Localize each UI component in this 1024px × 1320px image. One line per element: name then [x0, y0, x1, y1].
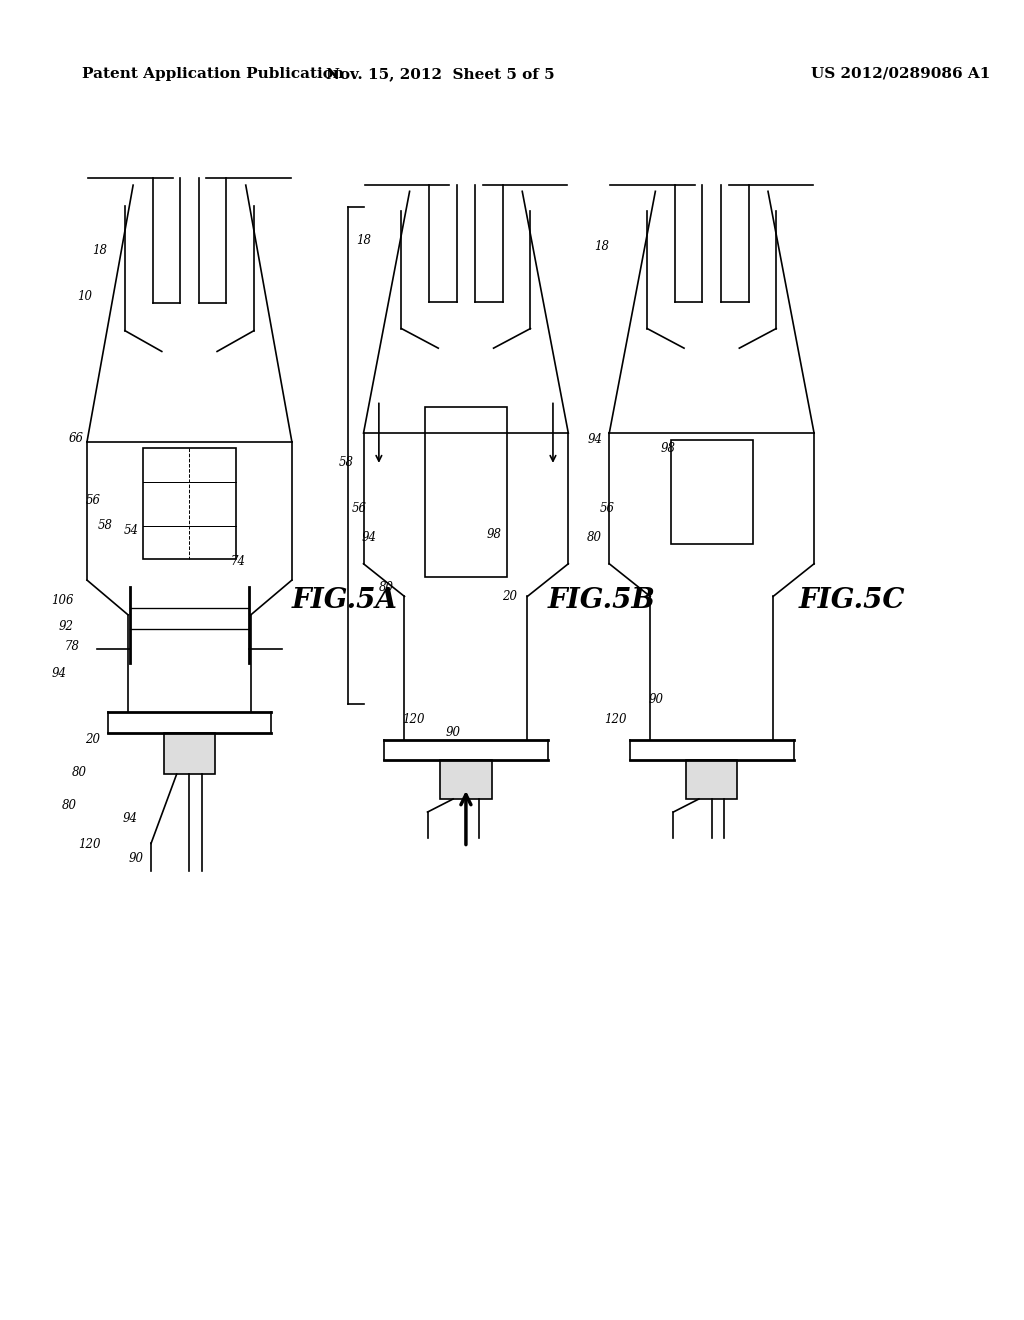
- Text: 90: 90: [128, 851, 143, 865]
- Text: 66: 66: [69, 432, 84, 445]
- Text: 90: 90: [648, 693, 664, 706]
- Bar: [440, 760, 492, 799]
- Bar: [164, 733, 215, 774]
- Text: 80: 80: [72, 766, 87, 779]
- Text: 78: 78: [65, 640, 80, 653]
- Text: US 2012/0289086 A1: US 2012/0289086 A1: [811, 67, 991, 81]
- Text: 106: 106: [51, 594, 74, 607]
- Text: 80: 80: [379, 581, 394, 594]
- Text: Nov. 15, 2012  Sheet 5 of 5: Nov. 15, 2012 Sheet 5 of 5: [326, 67, 555, 81]
- Text: 58: 58: [338, 455, 353, 469]
- Text: 92: 92: [58, 620, 74, 634]
- Text: 18: 18: [92, 244, 108, 257]
- Text: 56: 56: [599, 502, 614, 515]
- Text: FIG.5B: FIG.5B: [548, 587, 655, 614]
- Text: 20: 20: [85, 733, 100, 746]
- Text: 20: 20: [502, 590, 517, 603]
- Text: 74: 74: [230, 554, 246, 568]
- Text: 94: 94: [587, 433, 602, 446]
- Text: 58: 58: [97, 519, 113, 532]
- Text: Patent Application Publication: Patent Application Publication: [82, 67, 344, 81]
- Text: 120: 120: [402, 713, 425, 726]
- Text: 10: 10: [77, 290, 92, 304]
- Text: 56: 56: [351, 502, 367, 515]
- Text: FIG.5C: FIG.5C: [799, 587, 905, 614]
- Text: 94: 94: [123, 812, 138, 825]
- Text: 98: 98: [660, 442, 676, 455]
- Text: 120: 120: [78, 838, 100, 851]
- Bar: [143, 449, 236, 560]
- Bar: [425, 407, 507, 577]
- Text: 98: 98: [486, 528, 502, 541]
- Bar: [671, 440, 753, 544]
- Text: 80: 80: [61, 799, 77, 812]
- Text: 18: 18: [594, 240, 609, 253]
- Bar: [686, 760, 737, 799]
- Text: 120: 120: [604, 713, 627, 726]
- Text: 54: 54: [123, 524, 138, 537]
- Text: 18: 18: [355, 234, 371, 247]
- Text: 80: 80: [587, 531, 602, 544]
- Text: 56: 56: [85, 494, 100, 507]
- Text: 94: 94: [361, 531, 377, 544]
- Text: 94: 94: [51, 667, 67, 680]
- Text: FIG.5A: FIG.5A: [292, 587, 397, 614]
- Text: 90: 90: [445, 726, 461, 739]
